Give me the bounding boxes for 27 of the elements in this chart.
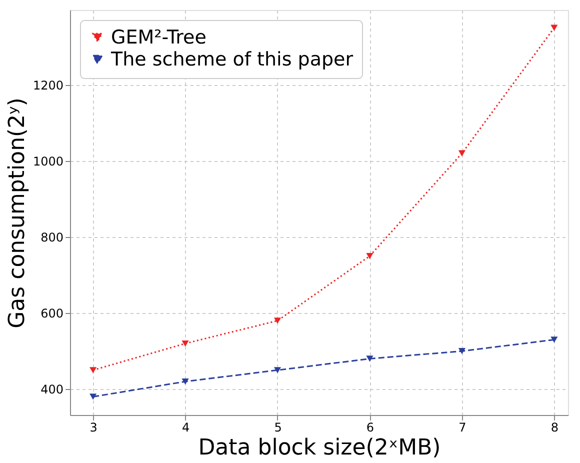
point [90, 367, 97, 374]
point [458, 150, 466, 156]
point [458, 348, 466, 354]
y-tick-label: 1200 [32, 78, 64, 92]
point [182, 378, 189, 385]
y-tick-label: 600 [40, 306, 64, 321]
point [182, 340, 189, 347]
point [274, 318, 282, 324]
legend-label: The scheme of this paper [110, 48, 354, 70]
y-tick-label: 400 [40, 382, 64, 397]
point [90, 394, 97, 400]
point [550, 24, 558, 31]
point [366, 356, 374, 362]
x-axis-title: Data block size(2ˣMB) [198, 436, 441, 460]
x-tick-label: 6 [366, 420, 374, 434]
x-tick-label: 7 [458, 420, 466, 434]
legend-label: GEM²-Tree [111, 26, 206, 48]
x-tick-label: 8 [550, 420, 558, 434]
point [274, 367, 282, 374]
point [366, 252, 374, 260]
x-tick-label: 5 [274, 420, 282, 434]
y-axis-title: Gas consumption(2ʸ) [4, 98, 30, 328]
y-tick-label: 800 [40, 230, 64, 245]
y-tick-label: 1000 [32, 154, 64, 168]
point [550, 336, 558, 343]
x-tick-label: 4 [182, 420, 190, 434]
x-tick-label: 3 [90, 420, 98, 434]
